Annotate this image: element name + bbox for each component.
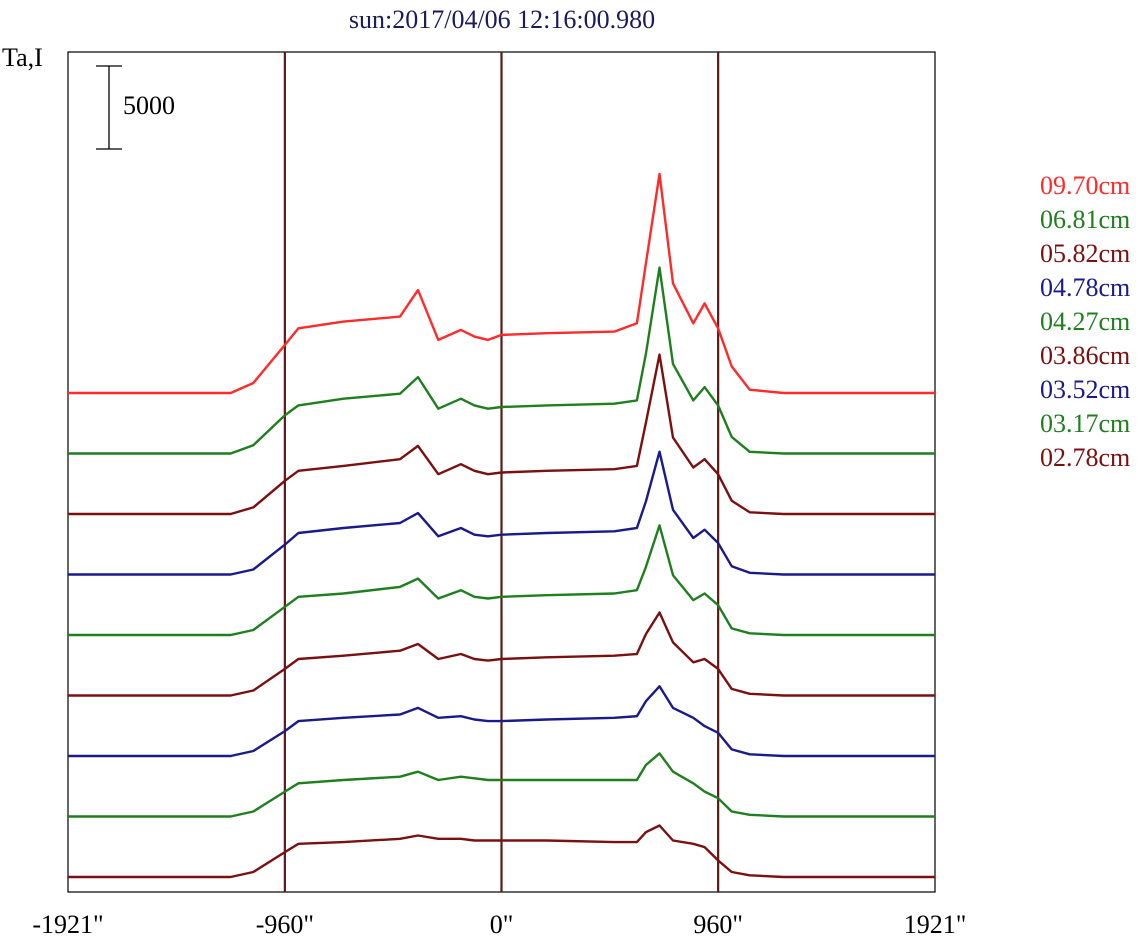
legend-entry: 03.86cm (1040, 341, 1130, 370)
legend-entry: 02.78cm (1040, 443, 1130, 472)
series-line-02.78cm (68, 824, 935, 879)
series-line-03.86cm (68, 611, 935, 697)
legend-entry: 05.82cm (1040, 239, 1130, 268)
scale-bar-label: 5000 (123, 91, 175, 120)
legend-entry: 09.70cm (1040, 171, 1130, 200)
chart-title: sun:2017/04/06 12:16:00.980 (349, 5, 655, 34)
legend-entry: 06.81cm (1040, 205, 1130, 234)
series-line-04.27cm (68, 524, 935, 637)
series-line-09.70cm (68, 172, 935, 395)
series-line-06.81cm (68, 266, 935, 455)
legend-entry: 04.27cm (1040, 307, 1130, 336)
legend-entry: 03.17cm (1040, 409, 1130, 438)
series-line-03.52cm (68, 685, 935, 758)
x-tick-label: 1921" (904, 910, 967, 939)
legend-entry: 03.52cm (1040, 375, 1130, 404)
x-tick-label: 0" (490, 910, 514, 939)
series-line-03.17cm (68, 752, 935, 818)
series-line-04.78cm (68, 450, 935, 576)
scale-bar: 5000 (96, 65, 175, 150)
x-tick-label: 960" (693, 910, 743, 939)
series-line-05.82cm (68, 353, 935, 516)
y-axis-label: Ta,I (2, 43, 43, 72)
x-tick-label: -1921" (32, 910, 103, 939)
x-tick-label: -960" (256, 910, 314, 939)
legend-entry: 04.78cm (1040, 273, 1130, 302)
